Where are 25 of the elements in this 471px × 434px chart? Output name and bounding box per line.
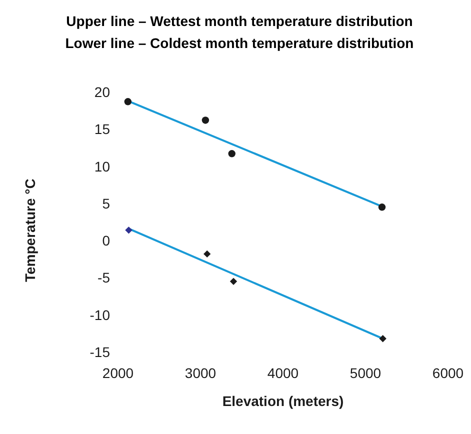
- y-tick-label: -15: [90, 344, 110, 360]
- chart-title: Upper line – Wettest month temperature distribution: [65, 12, 414, 31]
- x-tick-label: 4000: [267, 364, 299, 381]
- chart-subtitle: Lower line – Coldest month temperature distribution: [64, 34, 415, 53]
- y-tick-label: 10: [94, 158, 110, 174]
- x-tick-label: 2000: [102, 364, 134, 381]
- point: [202, 116, 210, 124]
- x-tick-label: 3000: [184, 364, 216, 381]
- y-axis-title: Temperature °C: [22, 178, 38, 282]
- y-tick-label: 20: [94, 84, 110, 100]
- point: [379, 335, 386, 342]
- y-tick-label: -10: [90, 306, 110, 323]
- x-axis-title: Elevation (meters): [222, 393, 344, 409]
- point: [378, 204, 386, 211]
- x-tick-label: 5000: [350, 364, 382, 381]
- y-tick-label: 15: [94, 121, 110, 138]
- y-tick-label: 0: [102, 232, 110, 249]
- point: [124, 98, 132, 106]
- point: [228, 150, 236, 158]
- x-tick-label: 6000: [432, 364, 464, 381]
- y-tick-label: -5: [98, 270, 110, 286]
- point: [125, 226, 132, 234]
- point: [230, 278, 238, 286]
- point: [204, 250, 211, 258]
- y-tick-label: 5: [102, 195, 110, 212]
